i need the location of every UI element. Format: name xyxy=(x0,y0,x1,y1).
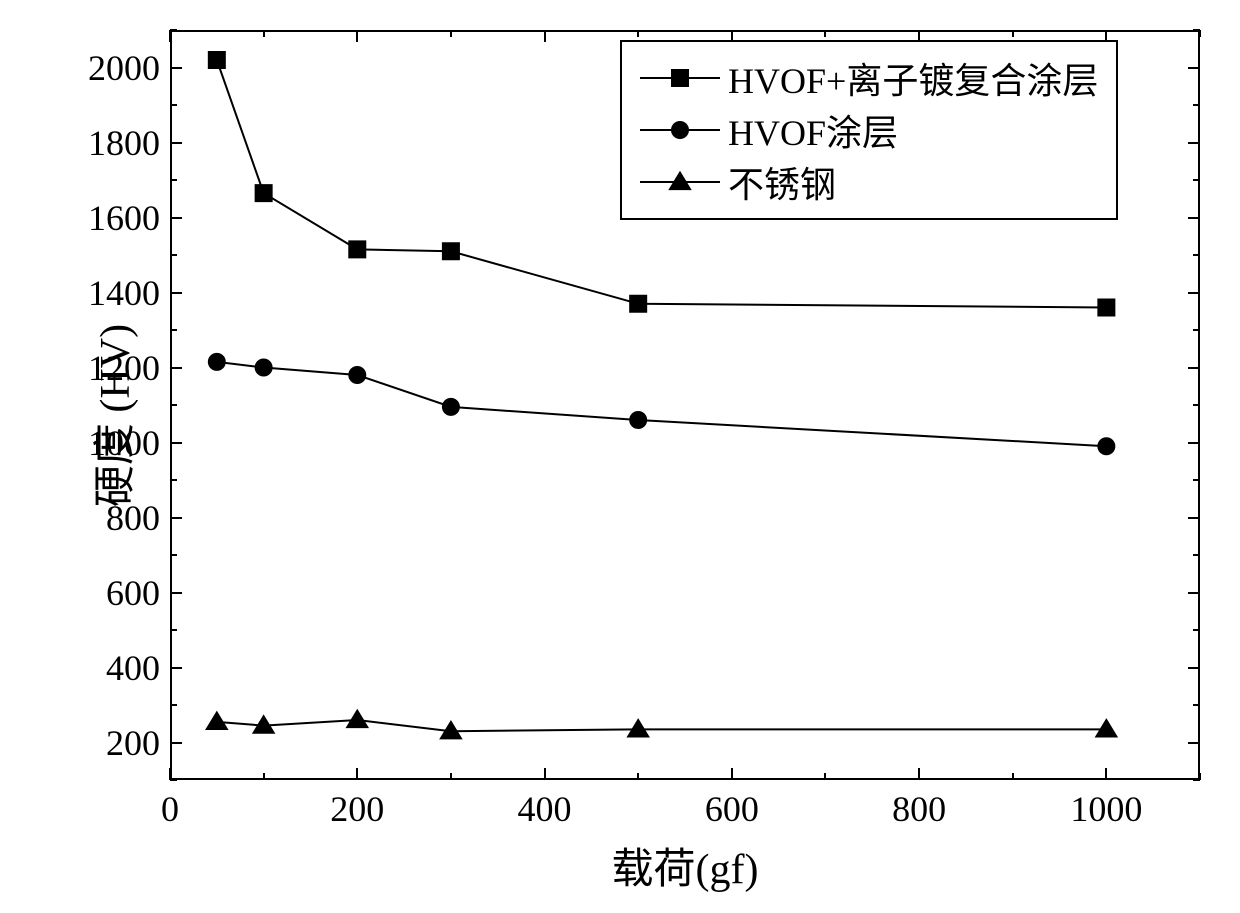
legend-item: HVOF+离子镀复合涂层 xyxy=(640,52,1098,104)
x-tick xyxy=(169,30,171,42)
x-tick-label: 800 xyxy=(892,788,946,830)
data-marker xyxy=(255,359,273,377)
data-marker xyxy=(205,711,229,730)
y-tick-label: 1800 xyxy=(88,122,160,164)
data-marker xyxy=(629,411,647,429)
y-tick-label: 1400 xyxy=(88,272,160,314)
legend-item: HVOF涂层 xyxy=(640,104,1098,156)
data-marker xyxy=(348,240,366,258)
y-tick-label: 200 xyxy=(106,722,160,764)
data-marker xyxy=(1097,299,1115,317)
y-tick-label: 800 xyxy=(106,497,160,539)
y-tick xyxy=(1188,217,1200,219)
y-tick xyxy=(170,67,182,69)
chart-container: 硬度 (HV) 载荷(gf) HVOF+离子镀复合涂层HVOF涂层不锈钢 020… xyxy=(0,0,1240,913)
x-tick-label: 0 xyxy=(161,788,179,830)
y-tick xyxy=(1188,592,1200,594)
x-tick xyxy=(544,30,546,42)
y-tick-label: 1600 xyxy=(88,197,160,239)
y-tick xyxy=(1188,742,1200,744)
data-marker xyxy=(629,295,647,313)
x-tick-label: 200 xyxy=(330,788,384,830)
y-tick xyxy=(170,667,182,669)
legend-marker xyxy=(640,167,720,197)
y-tick-label: 1200 xyxy=(88,347,160,389)
data-marker xyxy=(1097,437,1115,455)
legend-label: HVOF涂层 xyxy=(728,104,898,156)
y-tick xyxy=(1188,367,1200,369)
legend-item: 不锈钢 xyxy=(640,156,1098,208)
x-tick xyxy=(731,30,733,42)
data-marker xyxy=(346,709,370,728)
legend-label: 不锈钢 xyxy=(728,156,836,208)
data-marker xyxy=(442,242,460,260)
x-tick-label: 400 xyxy=(518,788,572,830)
legend: HVOF+离子镀复合涂层HVOF涂层不锈钢 xyxy=(620,40,1118,220)
y-tick xyxy=(170,592,182,594)
x-tick xyxy=(544,768,546,780)
y-tick-label: 1000 xyxy=(88,422,160,464)
data-marker xyxy=(208,51,226,69)
legend-marker xyxy=(640,115,720,145)
data-marker xyxy=(255,184,273,202)
x-tick xyxy=(918,768,920,780)
data-marker xyxy=(1095,718,1119,737)
y-tick xyxy=(170,292,182,294)
y-tick xyxy=(170,217,182,219)
data-marker xyxy=(442,398,460,416)
y-tick xyxy=(1188,142,1200,144)
x-tick xyxy=(918,30,920,42)
legend-marker xyxy=(640,63,720,93)
data-marker xyxy=(348,366,366,384)
y-tick xyxy=(1188,442,1200,444)
y-tick xyxy=(170,442,182,444)
data-marker xyxy=(626,718,650,737)
y-tick xyxy=(1188,517,1200,519)
x-tick xyxy=(1105,30,1107,42)
y-tick xyxy=(170,517,182,519)
x-tick-label: 600 xyxy=(705,788,759,830)
legend-label: HVOF+离子镀复合涂层 xyxy=(728,52,1098,104)
y-tick xyxy=(170,142,182,144)
x-tick xyxy=(356,30,358,42)
x-tick xyxy=(356,768,358,780)
y-tick-label: 400 xyxy=(106,647,160,689)
y-tick-label: 600 xyxy=(106,572,160,614)
x-tick xyxy=(731,768,733,780)
y-tick xyxy=(1188,667,1200,669)
y-tick xyxy=(170,742,182,744)
y-tick xyxy=(1188,67,1200,69)
x-tick xyxy=(1105,768,1107,780)
y-tick-label: 2000 xyxy=(88,47,160,89)
y-tick xyxy=(1188,292,1200,294)
x-tick-label: 1000 xyxy=(1070,788,1142,830)
data-marker xyxy=(208,353,226,371)
y-tick xyxy=(170,367,182,369)
